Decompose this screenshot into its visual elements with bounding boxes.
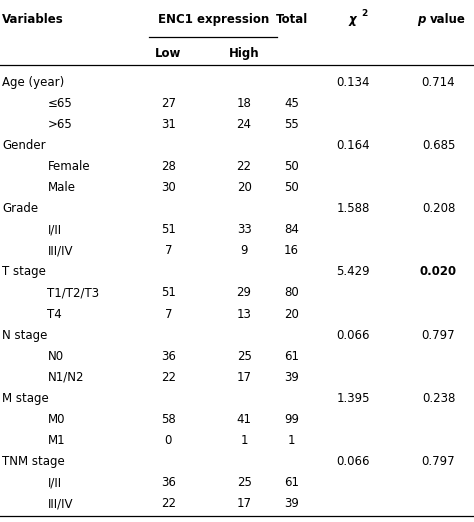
Text: 7: 7 — [164, 244, 172, 257]
Text: 58: 58 — [161, 413, 176, 426]
Text: ≤65: ≤65 — [47, 97, 72, 110]
Text: 22: 22 — [161, 497, 176, 511]
Text: 39: 39 — [284, 371, 299, 384]
Text: 20: 20 — [284, 307, 299, 321]
Text: 39: 39 — [284, 497, 299, 511]
Text: 18: 18 — [237, 97, 252, 110]
Text: M stage: M stage — [2, 392, 49, 405]
Text: 45: 45 — [284, 97, 299, 110]
Text: 2: 2 — [362, 9, 368, 18]
Text: 31: 31 — [161, 118, 176, 131]
Text: Grade: Grade — [2, 202, 38, 215]
Text: Low: Low — [155, 47, 182, 60]
Text: N0: N0 — [47, 350, 64, 363]
Text: 51: 51 — [161, 223, 176, 236]
Text: 1.588: 1.588 — [337, 202, 370, 215]
Text: 51: 51 — [161, 287, 176, 300]
Text: 0.164: 0.164 — [337, 139, 370, 152]
Text: 28: 28 — [161, 160, 176, 173]
Text: T1/T2/T3: T1/T2/T3 — [47, 287, 100, 300]
Text: 36: 36 — [161, 476, 176, 489]
Text: III/IV: III/IV — [47, 244, 73, 257]
Text: 1.395: 1.395 — [337, 392, 370, 405]
Text: I/II: I/II — [47, 476, 62, 489]
Text: 99: 99 — [284, 413, 299, 426]
Text: 1: 1 — [240, 434, 248, 447]
Text: 25: 25 — [237, 350, 252, 363]
Text: 61: 61 — [284, 476, 299, 489]
Text: T4: T4 — [47, 307, 62, 321]
Text: 20: 20 — [237, 181, 252, 194]
Text: 61: 61 — [284, 350, 299, 363]
Text: 0.797: 0.797 — [422, 455, 455, 468]
Text: 0.797: 0.797 — [422, 329, 455, 341]
Text: Age (year): Age (year) — [2, 76, 64, 89]
Text: M0: M0 — [47, 413, 65, 426]
Text: 0.020: 0.020 — [420, 265, 457, 278]
Text: 80: 80 — [284, 287, 299, 300]
Text: ENC1 expression: ENC1 expression — [158, 13, 269, 26]
Text: 50: 50 — [284, 181, 299, 194]
Text: 50: 50 — [284, 160, 299, 173]
Text: 84: 84 — [284, 223, 299, 236]
Text: 29: 29 — [237, 287, 252, 300]
Text: p: p — [417, 13, 426, 26]
Text: T stage: T stage — [2, 265, 46, 278]
Text: III/IV: III/IV — [47, 497, 73, 511]
Text: 0.714: 0.714 — [422, 76, 455, 89]
Text: χ: χ — [348, 13, 356, 26]
Text: N stage: N stage — [2, 329, 48, 341]
Text: 0.066: 0.066 — [337, 455, 370, 468]
Text: 55: 55 — [284, 118, 299, 131]
Text: 17: 17 — [237, 371, 252, 384]
Text: 25: 25 — [237, 476, 252, 489]
Text: 0: 0 — [164, 434, 172, 447]
Text: Total: Total — [275, 13, 308, 26]
Text: 0.066: 0.066 — [337, 329, 370, 341]
Text: 22: 22 — [237, 160, 252, 173]
Text: 0.208: 0.208 — [422, 202, 455, 215]
Text: 13: 13 — [237, 307, 252, 321]
Text: 22: 22 — [161, 371, 176, 384]
Text: 41: 41 — [237, 413, 252, 426]
Text: 9: 9 — [240, 244, 248, 257]
Text: TNM stage: TNM stage — [2, 455, 65, 468]
Text: >65: >65 — [47, 118, 72, 131]
Text: Variables: Variables — [2, 13, 64, 26]
Text: 27: 27 — [161, 97, 176, 110]
Text: I/II: I/II — [47, 223, 62, 236]
Text: 36: 36 — [161, 350, 176, 363]
Text: 5.429: 5.429 — [337, 265, 370, 278]
Text: 33: 33 — [237, 223, 252, 236]
Text: 1: 1 — [288, 434, 295, 447]
Text: 0.134: 0.134 — [337, 76, 370, 89]
Text: 16: 16 — [284, 244, 299, 257]
Text: Female: Female — [47, 160, 90, 173]
Text: High: High — [229, 47, 259, 60]
Text: N1/N2: N1/N2 — [47, 371, 84, 384]
Text: 17: 17 — [237, 497, 252, 511]
Text: M1: M1 — [47, 434, 65, 447]
Text: 7: 7 — [164, 307, 172, 321]
Text: 0.685: 0.685 — [422, 139, 455, 152]
Text: Male: Male — [47, 181, 75, 194]
Text: 30: 30 — [161, 181, 176, 194]
Text: Gender: Gender — [2, 139, 46, 152]
Text: 24: 24 — [237, 118, 252, 131]
Text: 0.238: 0.238 — [422, 392, 455, 405]
Text: value: value — [430, 13, 466, 26]
